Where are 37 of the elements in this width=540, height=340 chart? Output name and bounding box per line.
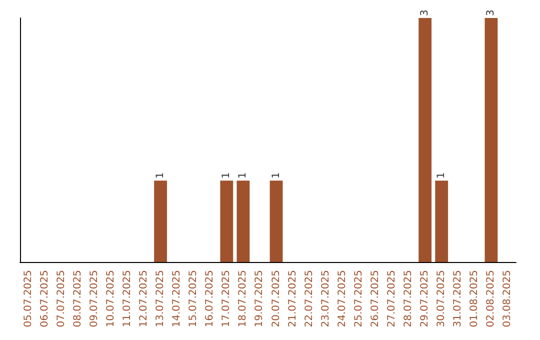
x-tick-label: 24.07.2025 xyxy=(336,270,348,328)
x-tick-label: 19.07.2025 xyxy=(254,270,266,328)
x-tick-label: 11.07.2025 xyxy=(122,270,133,328)
data-label: 1 xyxy=(155,172,166,179)
x-tick-label: 30.07.2025 xyxy=(436,270,448,328)
data-label: 1 xyxy=(221,172,232,179)
x-tick-label: 17.07.2025 xyxy=(221,270,232,328)
x-tick-label: 22.07.2025 xyxy=(304,270,315,328)
x-tick-label: 28.07.2025 xyxy=(403,270,414,328)
x-tick-label: 25.07.2025 xyxy=(353,270,364,328)
x-tick-label: 10.07.2025 xyxy=(105,270,116,328)
x-tick-label: 18.07.2025 xyxy=(238,270,249,328)
data-label: 3 xyxy=(486,10,497,16)
x-tick-label: 13.07.2025 xyxy=(155,270,166,328)
x-tick-label: 26.07.2025 xyxy=(370,270,381,328)
x-tick-label: 05.07.2025 xyxy=(22,270,34,328)
x-tick-label: 12.07.2025 xyxy=(138,270,150,328)
x-tick-label: 03.08.2025 xyxy=(502,270,514,328)
x-tick-label: 21.07.2025 xyxy=(287,270,298,328)
x-tick-label: 07.07.2025 xyxy=(56,270,67,328)
data-label: 1 xyxy=(436,172,448,179)
data-label: 3 xyxy=(420,10,431,16)
x-tick-label: 08.07.2025 xyxy=(72,270,84,328)
x-tick-label: 09.07.2025 xyxy=(88,270,100,328)
x-tick-label: 01.08.2025 xyxy=(469,270,480,328)
x-tick-label: 20.07.2025 xyxy=(270,270,282,328)
x-tick-label: 31.07.2025 xyxy=(452,270,464,328)
data-label: 1 xyxy=(270,172,282,179)
x-tick-label: 06.07.2025 xyxy=(39,270,50,328)
x-tick-label: 16.07.2025 xyxy=(204,270,216,328)
x-tick-label: 14.07.2025 xyxy=(172,270,183,328)
x-tick-label: 15.07.2025 xyxy=(188,270,200,328)
x-tick-label: 29.07.2025 xyxy=(420,270,431,328)
x-tick-label: 23.07.2025 xyxy=(320,270,332,328)
x-tick-label: 27.07.2025 xyxy=(386,270,398,328)
x-tick-label: 02.08.2025 xyxy=(486,270,497,328)
data-label: 1 xyxy=(238,172,249,179)
